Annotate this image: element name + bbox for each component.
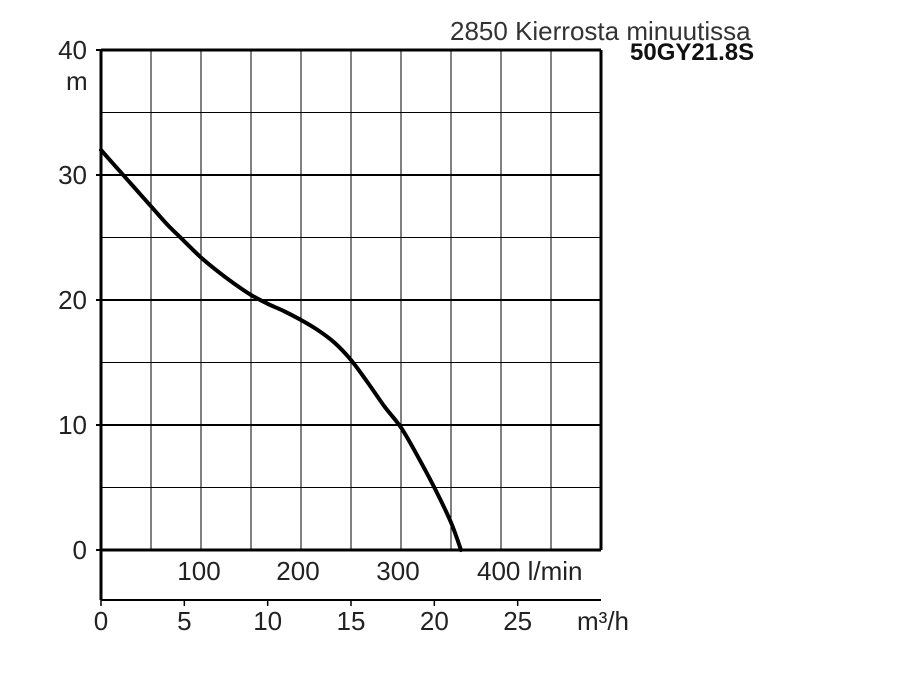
y-tick-label: 20 [58,285,87,315]
grid [101,50,601,550]
y-tick-label: 0 [73,535,87,565]
x-tick-label-m3h: 15 [337,606,366,636]
axes [96,48,603,606]
x-tick-label-lmin: 200 [276,556,319,586]
y-tick-labels: 0 10 20 30 40 [58,35,87,565]
x-tick-label-lmin: 400 l/min [477,556,583,586]
chart-title: 2850 Kierrosta minuutissa [450,16,751,46]
chart-subtitle: 50GY21.8S [630,39,754,66]
x-tick-label-lmin: 100 [177,556,220,586]
x-unit-label-m3h: m³/h [577,606,629,636]
x-tick-label-m3h: 20 [420,606,449,636]
y-unit-label: m [66,66,88,96]
x-tick-labels-lmin: 100 200 300 400 l/min [177,556,582,586]
x-tick-label-m3h: 10 [253,606,282,636]
x-tick-labels-m3h: 0 5 10 15 20 25 [94,606,532,636]
x-tick-label-m3h: 0 [94,606,108,636]
x-tick-label-lmin: 300 [376,556,419,586]
y-tick-label: 30 [58,160,87,190]
y-tick-label: 10 [58,410,87,440]
x-tick-label-m3h: 5 [177,606,191,636]
series-line [99,148,463,552]
y-tick-label: 40 [58,35,87,65]
x-tick-label-m3h: 25 [503,606,532,636]
